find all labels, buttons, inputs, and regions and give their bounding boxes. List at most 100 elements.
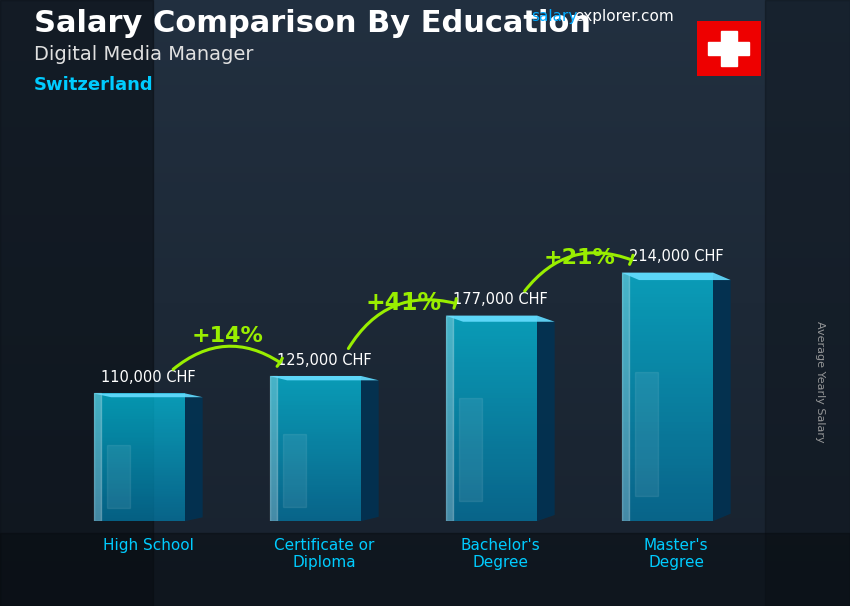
Bar [0, 473, 850, 476]
Bar [269, 448, 361, 450]
Bar [0, 103, 850, 106]
Bar [94, 398, 185, 400]
Bar [0, 264, 850, 267]
Bar [269, 456, 361, 458]
Bar [94, 494, 185, 496]
Bar [445, 472, 537, 475]
Bar [269, 468, 361, 470]
Bar [621, 419, 713, 422]
Bar [0, 109, 850, 112]
Bar [0, 512, 850, 515]
Bar [445, 382, 537, 385]
Bar [0, 6, 850, 9]
Bar [635, 372, 658, 496]
Bar [269, 432, 361, 434]
Bar [445, 321, 537, 323]
Bar [621, 447, 713, 450]
Bar [0, 536, 850, 539]
Bar [269, 376, 277, 521]
Bar [107, 445, 130, 508]
Bar [621, 344, 713, 347]
Text: High School: High School [103, 538, 194, 553]
Bar [0, 285, 850, 288]
Bar [94, 478, 185, 479]
Bar [0, 421, 850, 424]
Bar [0, 279, 850, 282]
Bar [445, 331, 537, 333]
Polygon shape [713, 273, 731, 521]
Bar [0, 333, 850, 336]
Bar [0, 461, 850, 464]
Bar [94, 505, 185, 507]
Bar [0, 503, 850, 506]
Bar [621, 338, 713, 341]
Bar [621, 459, 713, 462]
Bar [0, 588, 850, 591]
Bar [0, 48, 850, 52]
Bar [0, 200, 850, 203]
Bar [621, 331, 713, 335]
Bar [621, 444, 713, 447]
Bar [445, 431, 537, 434]
Bar [621, 441, 713, 444]
Bar [94, 462, 185, 464]
Bar [0, 291, 850, 294]
Bar [445, 493, 537, 496]
Bar [0, 97, 850, 100]
Bar [621, 394, 713, 397]
Bar [621, 313, 713, 316]
Bar [0, 242, 850, 245]
Bar [0, 273, 850, 276]
Bar [0, 155, 850, 158]
Bar [0, 545, 850, 548]
Bar [621, 282, 713, 285]
Bar [0, 261, 850, 264]
Bar [269, 405, 361, 407]
Bar [94, 445, 185, 446]
Bar [0, 3, 850, 6]
Bar [0, 576, 850, 579]
Bar [269, 450, 361, 452]
Bar [0, 554, 850, 558]
Bar [0, 127, 850, 130]
Bar [94, 519, 185, 521]
Polygon shape [621, 273, 731, 280]
Bar [0, 24, 850, 27]
Bar [0, 470, 850, 473]
Bar [0, 515, 850, 518]
Bar [94, 413, 185, 414]
Bar [0, 297, 850, 300]
Bar [621, 515, 713, 518]
Bar [621, 363, 713, 366]
Bar [94, 431, 185, 433]
Bar [0, 112, 850, 115]
Bar [0, 603, 850, 606]
Bar [269, 467, 361, 468]
Bar [269, 476, 361, 478]
Bar [0, 267, 850, 270]
Bar [269, 454, 361, 456]
Bar [0, 458, 850, 461]
Polygon shape [185, 393, 202, 521]
Bar [0, 88, 850, 91]
Bar [621, 438, 713, 441]
Bar [0, 218, 850, 221]
Bar [445, 344, 537, 347]
Bar [445, 359, 537, 362]
Bar [445, 364, 537, 367]
Bar [445, 405, 537, 408]
Bar [94, 430, 185, 431]
Bar [0, 509, 850, 512]
Bar [621, 372, 713, 375]
Bar [0, 52, 850, 55]
Bar [621, 273, 713, 276]
Bar [94, 436, 185, 438]
Bar [445, 316, 537, 318]
Bar [0, 600, 850, 603]
Bar [269, 421, 361, 423]
Bar [0, 315, 850, 318]
Bar [445, 428, 537, 431]
Bar [0, 424, 850, 427]
Bar [445, 408, 537, 411]
Bar [445, 354, 537, 357]
